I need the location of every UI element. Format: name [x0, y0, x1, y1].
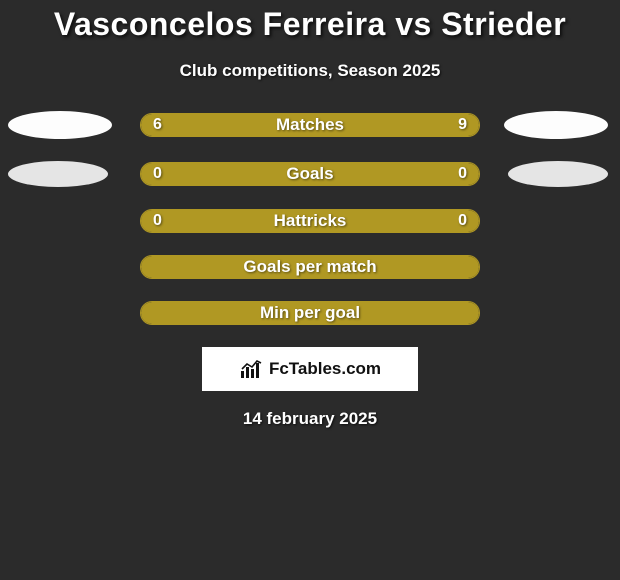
logo-chart-icon — [239, 359, 265, 379]
left-ellipse-slot — [0, 111, 140, 139]
stat-value-right: 0 — [458, 165, 467, 183]
right-ellipse-slot — [480, 111, 620, 139]
stat-label: Hattricks — [274, 211, 347, 231]
date-label: 14 february 2025 — [0, 409, 620, 429]
stat-label: Min per goal — [260, 303, 360, 323]
stat-bars-region: Matches 6 9 Goals 0 0 Hattricks 0 0 Goals per mat… — [0, 111, 620, 325]
stat-bar: Goals 0 0 — [140, 162, 480, 186]
stat-row: Min per goal — [0, 301, 620, 325]
left-ellipse-slot — [0, 161, 140, 187]
stat-row: Hattricks 0 0 — [0, 209, 620, 233]
comparison-widget: Vasconcelos Ferreira vs Strieder Club co… — [0, 0, 620, 429]
player-ellipse-right — [508, 161, 608, 187]
stat-value-right: 0 — [458, 212, 467, 230]
stat-value-left: 0 — [153, 212, 162, 230]
stat-bar: Min per goal — [140, 301, 480, 325]
stat-row: Goals 0 0 — [0, 161, 620, 187]
page-title: Vasconcelos Ferreira vs Strieder — [0, 5, 620, 43]
player-ellipse-right — [504, 111, 608, 139]
right-ellipse-slot — [480, 161, 620, 187]
stat-row: Goals per match — [0, 255, 620, 279]
stat-label: Goals — [286, 164, 333, 184]
stat-value-left: 6 — [153, 116, 162, 134]
player-ellipse-left — [8, 111, 112, 139]
logo-box[interactable]: FcTables.com — [202, 347, 418, 391]
subtitle: Club competitions, Season 2025 — [0, 61, 620, 81]
stat-row: Matches 6 9 — [0, 111, 620, 139]
player-ellipse-left — [8, 161, 108, 187]
stat-label: Goals per match — [243, 257, 376, 277]
stat-bar: Matches 6 9 — [140, 113, 480, 137]
stat-bar: Hattricks 0 0 — [140, 209, 480, 233]
stat-bar: Goals per match — [140, 255, 480, 279]
stat-value-left: 0 — [153, 165, 162, 183]
stat-value-right: 9 — [458, 116, 467, 134]
logo-text: FcTables.com — [269, 359, 381, 379]
stat-label: Matches — [276, 115, 344, 135]
